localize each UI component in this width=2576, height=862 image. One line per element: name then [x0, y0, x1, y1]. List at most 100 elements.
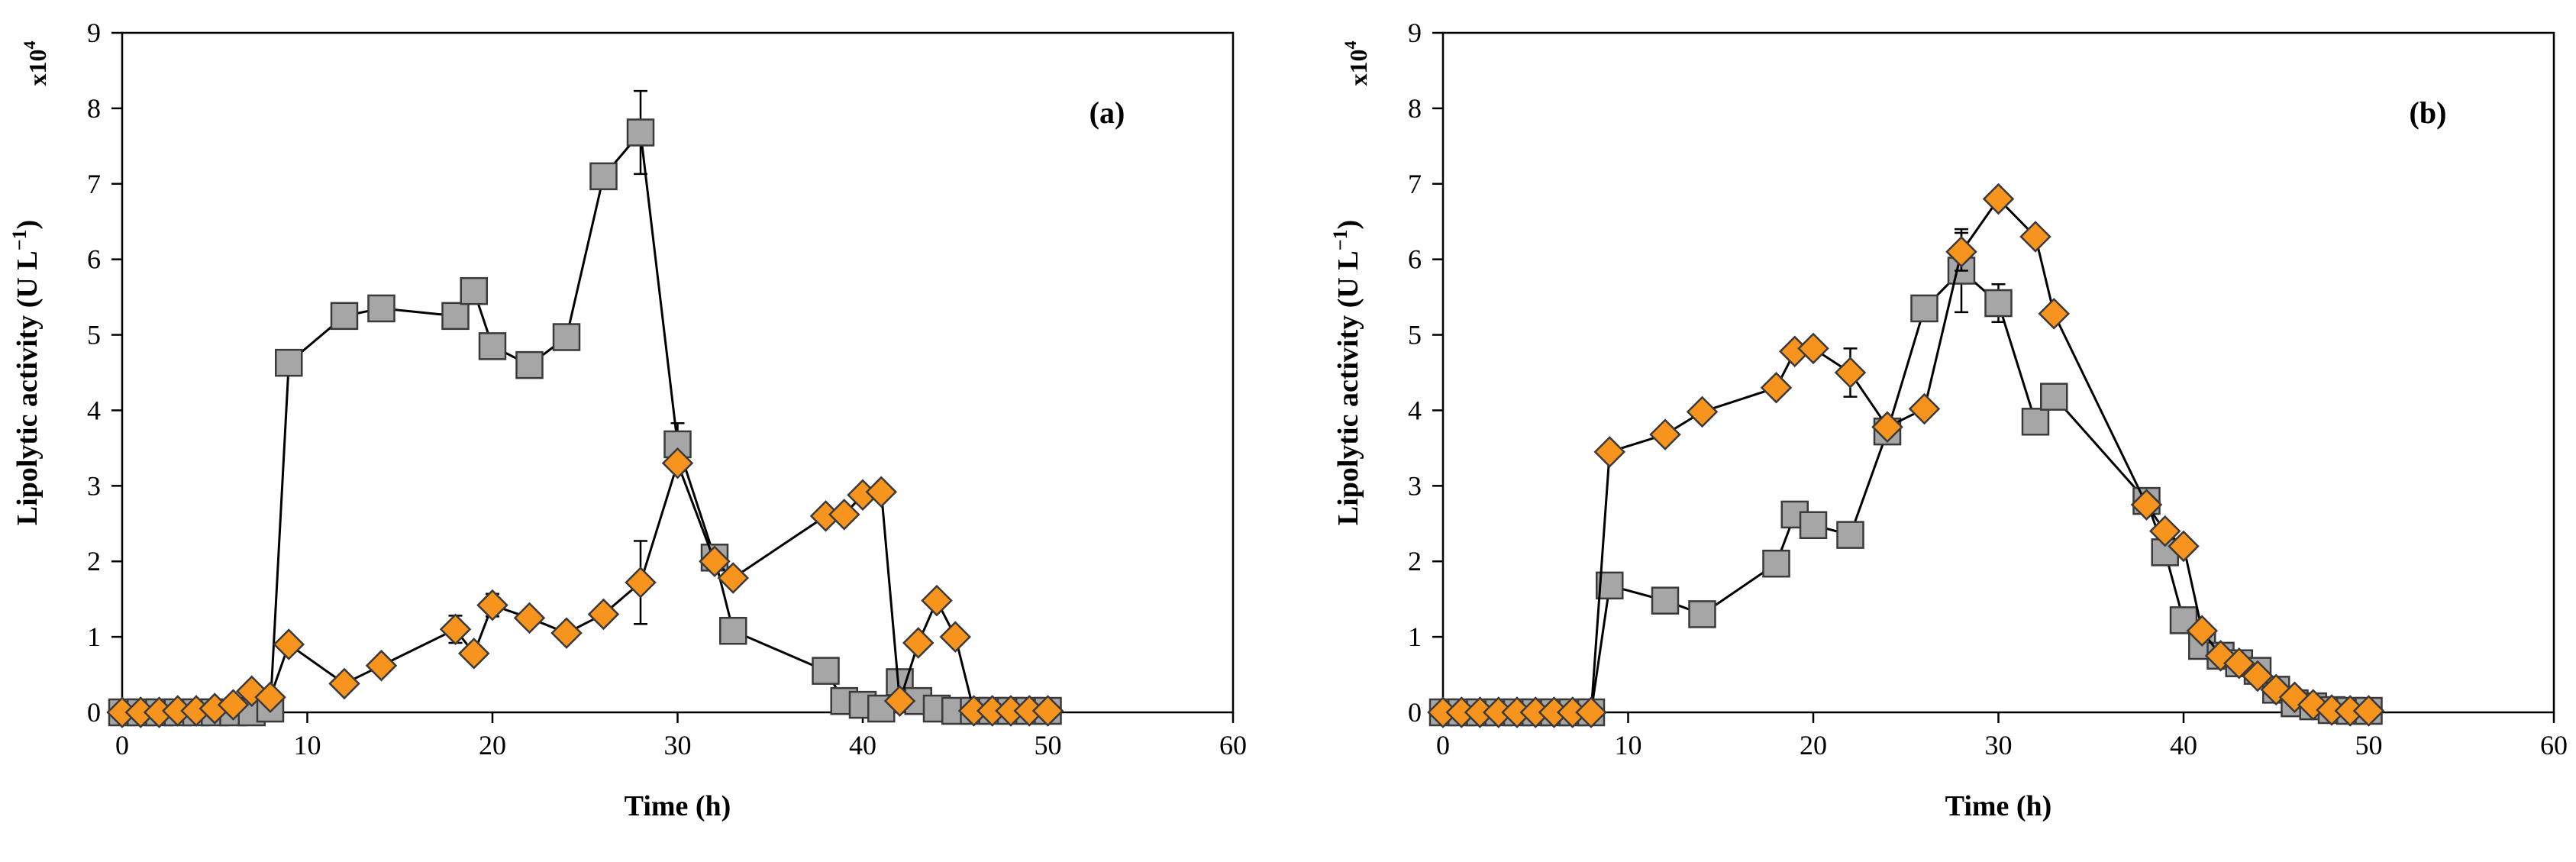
data-point-diamond: [2148, 515, 2181, 547]
data-point-diamond: [625, 567, 657, 599]
y-tick-label: 6: [1408, 244, 1422, 275]
x-axis-title: Time (h): [1945, 790, 2052, 822]
y-axis-multiplier: x104: [1341, 41, 1372, 86]
data-point-square: [441, 302, 470, 331]
data-point-diamond: [2186, 615, 2219, 647]
y-axis-multiplier-exponent: 4: [1341, 41, 1360, 50]
y-tick-label: 0: [1408, 697, 1422, 728]
data-point-diamond: [457, 638, 490, 670]
data-point-diamond: [217, 689, 250, 721]
data-point-square: [1799, 511, 1828, 540]
data-point-diamond: [2352, 695, 2385, 727]
y-axis-multiplier: x104: [20, 41, 51, 86]
x-tick-label: 10: [1615, 730, 1642, 760]
data-point-diamond: [1686, 395, 1719, 428]
y-tick-label: 3: [87, 470, 101, 501]
y-tick-label: 7: [87, 169, 101, 199]
y-axis-title: Lipolytic activity (U L−1): [8, 220, 44, 525]
y-tick-label: 8: [87, 93, 101, 124]
y-axis-title-main: Lipolytic activity (U L: [11, 250, 44, 525]
data-point-diamond: [513, 602, 546, 634]
y-tick-label: 2: [87, 546, 101, 576]
y-axis-title: Lipolytic activity (U L−1): [1329, 220, 1364, 525]
data-point-diamond: [439, 613, 472, 645]
y-tick-label: 1: [1408, 621, 1422, 652]
y-tick-label: 8: [1408, 93, 1422, 124]
y-axis-title-superscript: −1: [1329, 229, 1351, 250]
data-point-diamond: [883, 685, 916, 717]
data-point-square: [1910, 294, 1938, 323]
data-point-square: [552, 323, 581, 351]
data-point-diamond: [2038, 298, 2071, 330]
y-axis-title-close: ): [11, 220, 44, 230]
data-point-diamond: [1649, 418, 1681, 450]
data-point-square: [867, 694, 896, 723]
x-tick-label: 40: [2170, 730, 2197, 760]
y-tick-label: 1: [87, 621, 101, 652]
data-point-diamond: [2242, 660, 2274, 693]
data-point-diamond: [1834, 357, 1867, 389]
data-point-diamond: [699, 545, 731, 577]
data-point-diamond: [365, 649, 398, 682]
data-point-diamond: [828, 499, 860, 531]
data-point-diamond: [2130, 489, 2163, 521]
data-point-diamond: [661, 447, 694, 479]
data-point-diamond: [273, 628, 305, 660]
data-point-diamond: [1797, 332, 1829, 365]
x-tick-label: 30: [664, 730, 692, 760]
x-tick-label: 20: [1800, 730, 1827, 760]
data-point-diamond: [1031, 695, 1064, 727]
y-tick-label: 3: [1408, 470, 1422, 501]
x-tick-label: 0: [115, 730, 129, 760]
y-tick-label: 5: [1408, 320, 1422, 350]
data-point-diamond: [865, 476, 898, 508]
data-point-square: [1688, 600, 1716, 628]
data-point-square: [2021, 408, 2050, 436]
data-point-diamond: [939, 621, 972, 653]
data-point-diamond: [2168, 530, 2200, 563]
data-point-square: [330, 302, 359, 331]
data-point-diamond: [902, 627, 935, 659]
data-point-diamond: [587, 598, 620, 631]
y-axis-title-main: Lipolytic activity (U L: [1332, 250, 1364, 525]
data-point-square: [719, 616, 747, 645]
x-tick-label: 40: [849, 730, 876, 760]
x-tick-label: 60: [2540, 730, 2568, 760]
data-point-square: [1836, 521, 1864, 549]
x-tick-label: 0: [1436, 730, 1450, 760]
y-tick-label: 9: [87, 18, 101, 48]
x-axis-title: Time (h): [625, 790, 731, 822]
data-point-square: [515, 350, 544, 379]
x-tick-label: 50: [2355, 730, 2383, 760]
data-point-diamond: [921, 584, 953, 617]
plot-frame: [121, 31, 1235, 714]
data-point-diamond: [1593, 436, 1626, 468]
data-point-diamond: [1945, 236, 1977, 268]
y-tick-label: 2: [1408, 546, 1422, 576]
data-point-square: [1651, 586, 1680, 615]
data-point-square: [1762, 549, 1790, 578]
data-point-diamond: [1908, 392, 1941, 425]
y-axis-multiplier-base: x10: [1344, 50, 1372, 86]
data-point-square: [2040, 383, 2068, 411]
series-diamonds: [106, 447, 1064, 728]
panel-label: (b): [2410, 95, 2447, 130]
plot-frame: [1441, 31, 2555, 714]
y-tick-label: 4: [1408, 395, 1422, 425]
series-diamonds: [1427, 182, 2385, 728]
x-tick-label: 30: [1985, 730, 2013, 760]
x-tick-label: 20: [479, 730, 506, 760]
y-axis-multiplier-exponent: 4: [20, 41, 39, 50]
y-tick-label: 7: [1408, 169, 1422, 199]
y-tick-label: 6: [87, 244, 101, 275]
data-point-square: [275, 348, 303, 377]
chart-panel-a: 0 1 2 3 4 5 6 7 8 9 0 10 20 30 40 50 60 Time (h) Lipolytic…: [8, 18, 1247, 822]
chart-panel-b: 0 1 2 3 4 5 6 7 8 9 0 10 20 30 40 50 60 Time (h) Lipolytic…: [1329, 18, 2568, 822]
data-point-diamond: [2019, 221, 2051, 253]
data-point-diamond: [2223, 647, 2255, 680]
data-point-square: [812, 657, 840, 685]
y-tick-label: 9: [1408, 18, 1422, 48]
y-tick-label: 5: [87, 320, 101, 350]
data-point-square: [460, 276, 488, 305]
